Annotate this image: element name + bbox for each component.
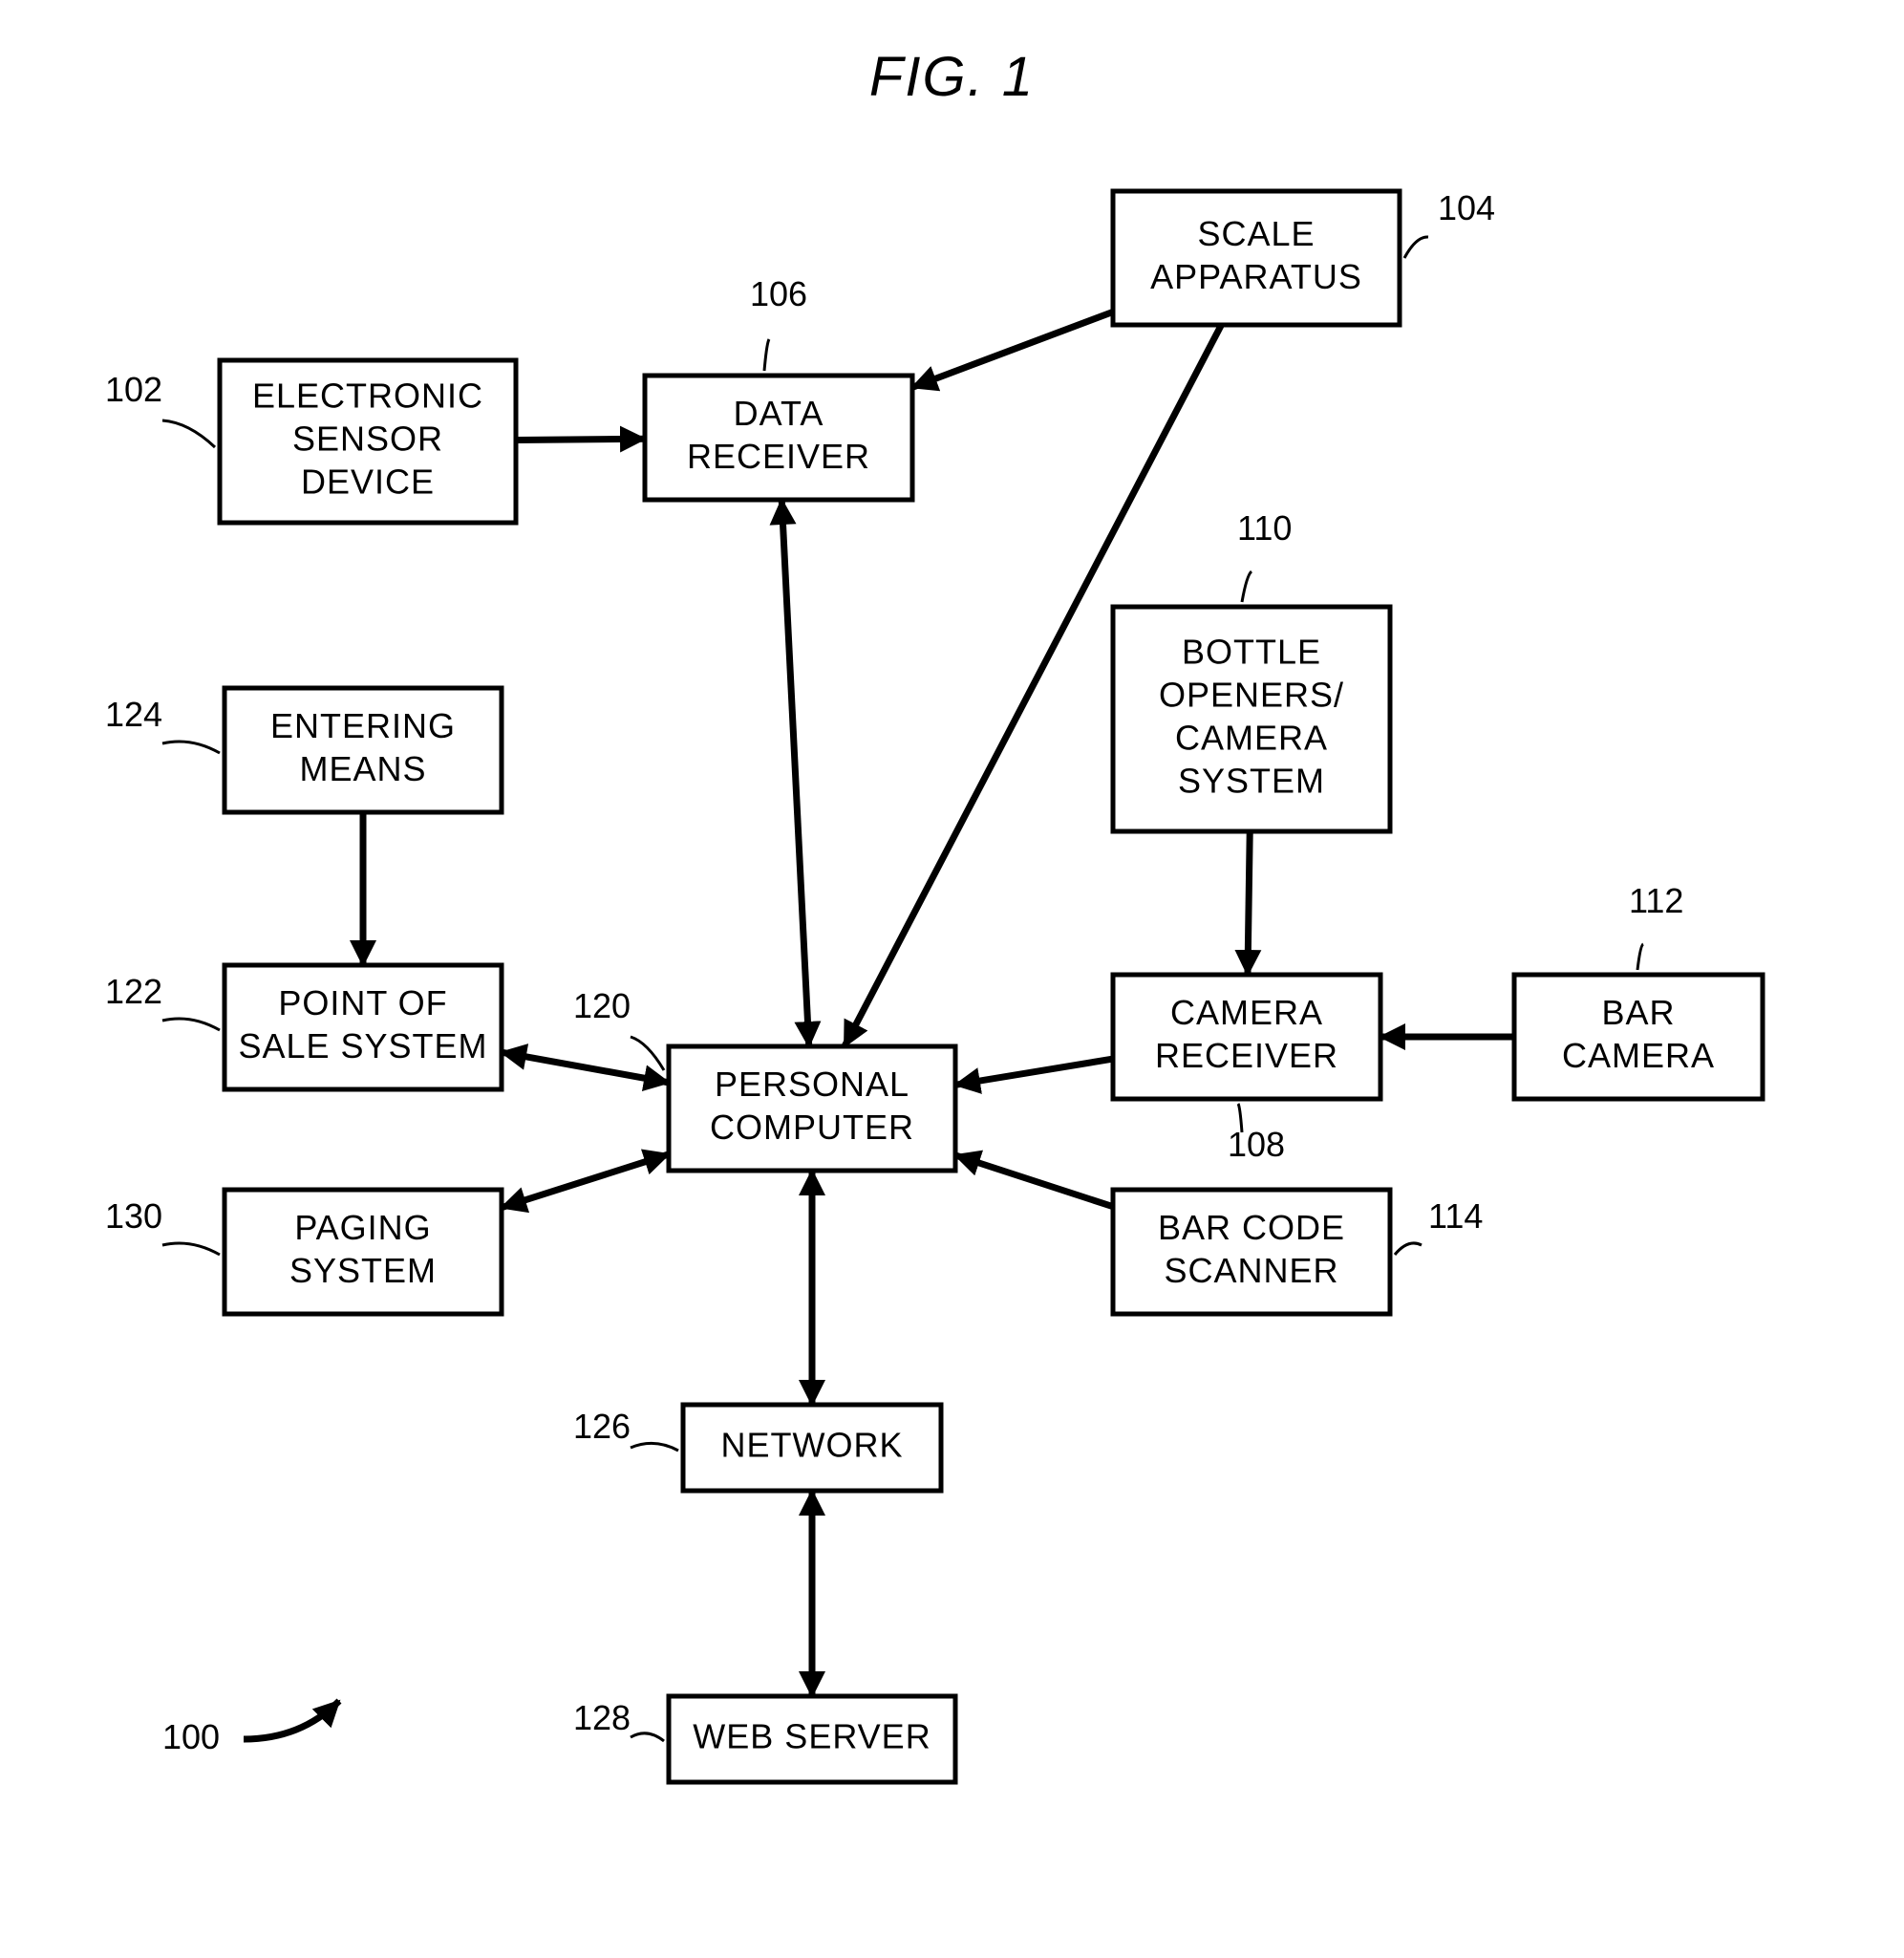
node-data_receiver-label: DATA xyxy=(734,394,824,433)
node-bar_camera-label: BAR xyxy=(1601,993,1675,1032)
node-bottle_openers: BOTTLE OPENERS/CAMERA SYSTEM xyxy=(1113,607,1390,831)
node-entering_means: ENTERING MEANS xyxy=(225,688,502,812)
ref-point_of_sale: 122 xyxy=(105,972,162,1011)
node-electronic_sensor: ELECTRONIC SENSOR DEVICE xyxy=(220,360,516,523)
edge-scale_apparatus-data_receiver xyxy=(912,312,1113,387)
node-point_of_sale-label: SALE SYSTEM xyxy=(238,1026,487,1065)
node-point_of_sale: POINT OF SALE SYSTEM xyxy=(225,965,502,1089)
figure-title: FIG. 1 xyxy=(869,46,1035,108)
edge-bottle_openers-camera_receiver xyxy=(1248,831,1250,975)
node-camera_receiver-label: CAMERA xyxy=(1170,993,1323,1032)
node-network-label: NETWORK xyxy=(721,1426,904,1465)
node-bar_camera-label: CAMERA xyxy=(1562,1036,1715,1075)
node-scale_apparatus-label: SCALE xyxy=(1197,214,1315,253)
node-bottle_openers-label: BOTTLE xyxy=(1182,633,1321,672)
node-personal_computer-label: COMPUTER xyxy=(710,1108,914,1147)
ref-leader-web_server xyxy=(631,1733,664,1741)
edge-paging_system-personal_computer xyxy=(502,1154,669,1208)
ref-leader-scale_apparatus xyxy=(1404,237,1428,258)
node-camera_receiver: CAMERA RECEIVER xyxy=(1113,975,1380,1099)
node-bar_code_scanner: BAR CODE SCANNER xyxy=(1113,1190,1390,1314)
edge-point_of_sale-personal_computer xyxy=(502,1052,669,1083)
ref-leader-bottle_openers xyxy=(1242,571,1252,602)
ref-leader-bar_code_scanner xyxy=(1395,1243,1422,1255)
ref-leader-paging_system xyxy=(162,1243,220,1255)
node-point_of_sale-label: POINT OF xyxy=(278,983,447,1022)
node-scale_apparatus: SCALE APPARATUS xyxy=(1113,191,1400,325)
node-bottle_openers-label: OPENERS/ xyxy=(1159,676,1344,715)
ref-personal_computer: 120 xyxy=(573,986,631,1025)
node-web_server-label: WEB SERVER xyxy=(693,1717,931,1756)
ref-bar_code_scanner: 114 xyxy=(1428,1196,1483,1236)
node-camera_receiver-label: RECEIVER xyxy=(1155,1036,1338,1075)
figure-ref-arrow xyxy=(244,1701,339,1739)
node-paging_system-label: PAGING xyxy=(294,1208,431,1247)
ref-entering_means: 124 xyxy=(105,695,162,734)
ref-leader-point_of_sale xyxy=(162,1019,220,1030)
ref-leader-data_receiver xyxy=(764,339,769,371)
ref-camera_receiver: 108 xyxy=(1228,1125,1285,1164)
edge-bar_code_scanner-personal_computer xyxy=(955,1155,1113,1207)
edge-electronic_sensor-data_receiver xyxy=(516,439,645,440)
ref-bar_camera: 112 xyxy=(1629,881,1683,920)
node-bar_camera: BAR CAMERA xyxy=(1514,975,1763,1099)
ref-leader-bar_camera xyxy=(1637,944,1643,970)
ref-leader-electronic_sensor xyxy=(162,420,215,447)
nodes-layer: ELECTRONIC SENSOR DEVICE SCALE APPARATUS DATA… xyxy=(220,191,1763,1782)
node-electronic_sensor-label: DEVICE xyxy=(301,463,435,502)
ref-data_receiver: 106 xyxy=(750,274,807,313)
node-bottle_openers-label: CAMERA xyxy=(1175,719,1328,758)
ref-electronic_sensor: 102 xyxy=(105,370,162,409)
node-bar_code_scanner-label: SCANNER xyxy=(1164,1251,1338,1290)
node-paging_system-label: SYSTEM xyxy=(289,1251,437,1290)
ref-web_server: 128 xyxy=(573,1698,631,1737)
node-entering_means-label: ENTERING xyxy=(270,706,456,745)
node-paging_system: PAGING SYSTEM xyxy=(225,1190,502,1314)
node-bottle_openers-label: SYSTEM xyxy=(1178,762,1325,801)
node-data_receiver: DATA RECEIVER xyxy=(645,376,912,500)
ref-leader-personal_computer xyxy=(631,1037,664,1070)
node-scale_apparatus-label: APPARATUS xyxy=(1150,257,1362,296)
ref-bottle_openers: 110 xyxy=(1237,508,1292,548)
node-personal_computer-label: PERSONAL xyxy=(715,1065,909,1104)
edge-camera_receiver-personal_computer xyxy=(955,1059,1113,1085)
figure-ref: 100 xyxy=(162,1717,220,1756)
node-network: NETWORK xyxy=(683,1405,941,1491)
ref-leader-network xyxy=(631,1443,678,1451)
node-personal_computer: PERSONAL COMPUTER xyxy=(669,1046,955,1171)
ref-leader-entering_means xyxy=(162,742,220,753)
node-bar_code_scanner-label: BAR CODE xyxy=(1158,1208,1345,1247)
node-electronic_sensor-label: SENSOR xyxy=(292,420,443,459)
edge-data_receiver-personal_computer xyxy=(781,500,809,1046)
node-electronic_sensor-label: ELECTRONIC xyxy=(252,377,483,416)
node-data_receiver-label: RECEIVER xyxy=(687,437,870,476)
ref-paging_system: 130 xyxy=(105,1196,162,1236)
ref-network: 126 xyxy=(573,1407,631,1446)
node-web_server: WEB SERVER xyxy=(669,1696,955,1782)
ref-scale_apparatus: 104 xyxy=(1438,188,1495,227)
node-entering_means-label: MEANS xyxy=(299,749,426,788)
